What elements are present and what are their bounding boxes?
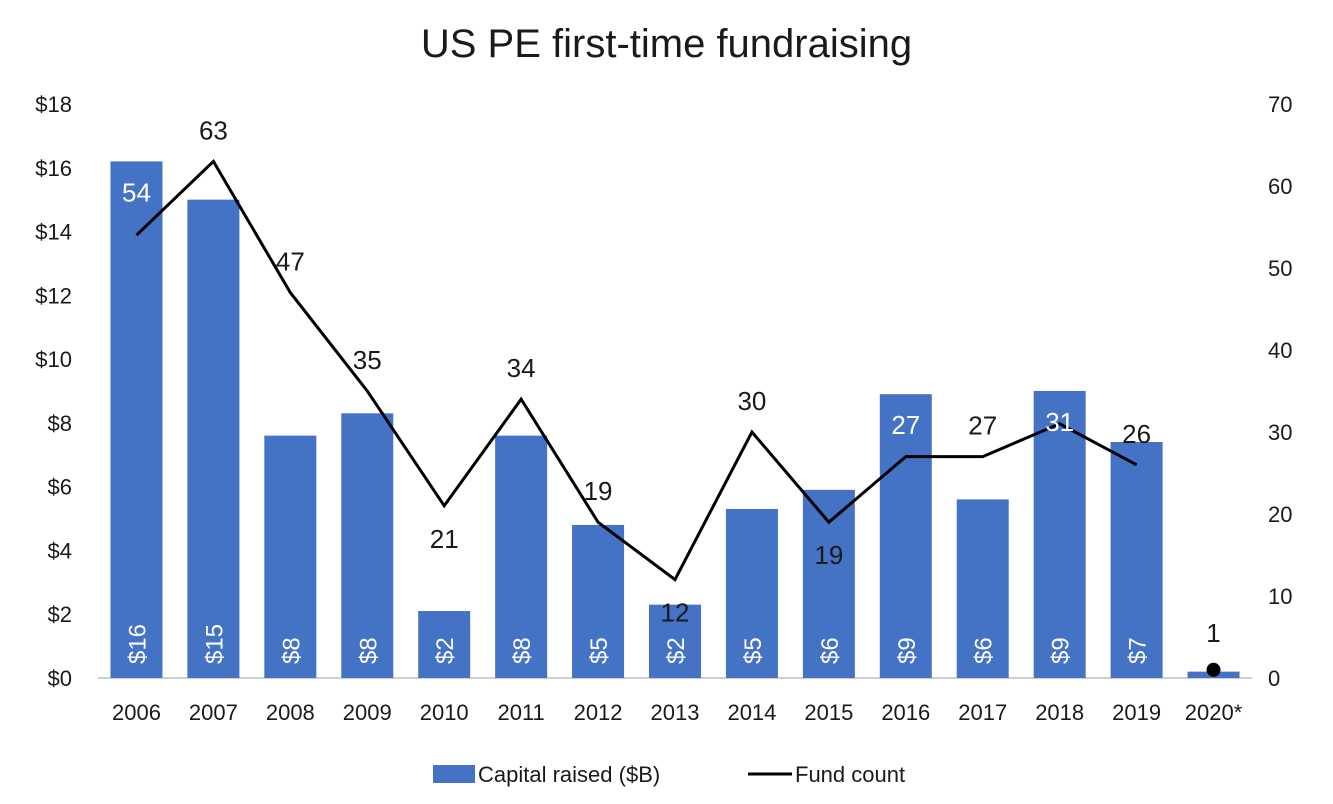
x-tick-label: 2020*	[1185, 700, 1243, 725]
y-left-tick-label: $6	[48, 475, 72, 500]
bar-value-label: $8	[509, 637, 536, 664]
bar	[1110, 442, 1163, 678]
bar-value-label: $15	[201, 624, 228, 664]
fund-count-label: 1	[1206, 618, 1220, 648]
fund-count-line	[135, 159, 1138, 582]
y-left-tick-label: $8	[48, 411, 72, 436]
x-tick-label: 2019	[1112, 700, 1161, 725]
bar-value-label: $6	[971, 637, 998, 664]
x-tick-label: 2016	[881, 700, 930, 725]
x-tick-label: 2007	[189, 700, 238, 725]
bar	[572, 524, 625, 678]
y-left-tick-label: $0	[48, 666, 72, 691]
fund-count-label: 27	[891, 410, 920, 440]
bar	[649, 604, 701, 678]
y-right-tick-label: 30	[1268, 420, 1292, 445]
fund-count-label: 31	[1045, 407, 1074, 437]
x-tick-label: 2006	[112, 700, 161, 725]
bar-value-label: $5	[586, 637, 613, 664]
fund-count-label: 63	[199, 115, 228, 145]
x-tick-label: 2015	[804, 700, 853, 725]
fund-count-label: 12	[661, 598, 690, 628]
x-tick-label: 2013	[651, 700, 700, 725]
bar	[341, 413, 394, 678]
fund-count-label: 19	[814, 540, 843, 570]
bar	[1033, 391, 1086, 678]
bar	[110, 161, 163, 678]
y-right-tick-label: 50	[1268, 256, 1292, 281]
bar-value-label: $8	[278, 637, 305, 664]
legend-label-capital: Capital raised ($B)	[478, 762, 660, 787]
y-left-tick-label: $14	[35, 220, 72, 245]
y-left-tick-label: $18	[35, 92, 72, 117]
bar-value-label: $5	[740, 637, 767, 664]
bar	[725, 508, 778, 678]
x-tick-label: 2018	[1035, 700, 1084, 725]
x-tick-label: 2008	[266, 700, 315, 725]
fund-count-label: 54	[122, 177, 151, 207]
bar-value-label: $8	[355, 637, 382, 664]
y-right-tick-label: 40	[1268, 338, 1292, 363]
x-tick-label: 2014	[727, 700, 776, 725]
bar	[418, 611, 471, 678]
bar	[264, 435, 317, 678]
y-right-tick-label: 60	[1268, 174, 1292, 199]
fund-count-label: 26	[1122, 419, 1151, 449]
bar	[956, 499, 1009, 678]
fund-count-label: 34	[507, 353, 536, 383]
y-left-tick-label: $12	[35, 283, 72, 308]
x-tick-label: 2009	[343, 700, 392, 725]
fund-count-label: 30	[737, 386, 766, 416]
fund-count-label: 47	[276, 247, 305, 277]
x-tick-label: 2012	[574, 700, 623, 725]
y-right-tick-label: 0	[1268, 666, 1280, 691]
y-right-tick-label: 20	[1268, 502, 1292, 527]
x-tick-label: 2011	[497, 700, 544, 725]
y-right-tick-label: 10	[1268, 584, 1292, 609]
fund-count-label: 27	[968, 411, 997, 441]
y-left-tick-label: $4	[48, 538, 72, 563]
bar-value-label: $7	[1125, 637, 1152, 664]
x-tick-label: 2010	[420, 700, 469, 725]
bar-value-label: $9	[1048, 637, 1075, 664]
y-left-tick-label: $10	[35, 347, 72, 372]
bar-value-label: $16	[124, 624, 151, 664]
y-left-tick-label: $16	[35, 156, 72, 181]
fund-count-point	[1206, 662, 1221, 677]
x-tick-label: 2017	[958, 700, 1007, 725]
y-left-tick-label: $2	[48, 602, 72, 627]
fund-count-label: 19	[584, 476, 613, 506]
legend-label-fund-count: Fund count	[795, 762, 905, 787]
bar-value-label: $2	[432, 637, 459, 664]
bar-value-label: $2	[663, 637, 690, 664]
y-right-tick-label: 70	[1268, 92, 1292, 117]
bar	[879, 394, 932, 678]
bar-value-label: $9	[894, 637, 921, 664]
fund-count-label: 21	[430, 524, 459, 554]
bar	[495, 435, 548, 678]
bar-value-label: $6	[817, 637, 844, 664]
fund-count-label: 35	[353, 345, 382, 375]
legend-swatch-capital	[433, 765, 475, 783]
bar	[187, 199, 240, 678]
chart-title: US PE first-time fundraising	[420, 22, 913, 66]
